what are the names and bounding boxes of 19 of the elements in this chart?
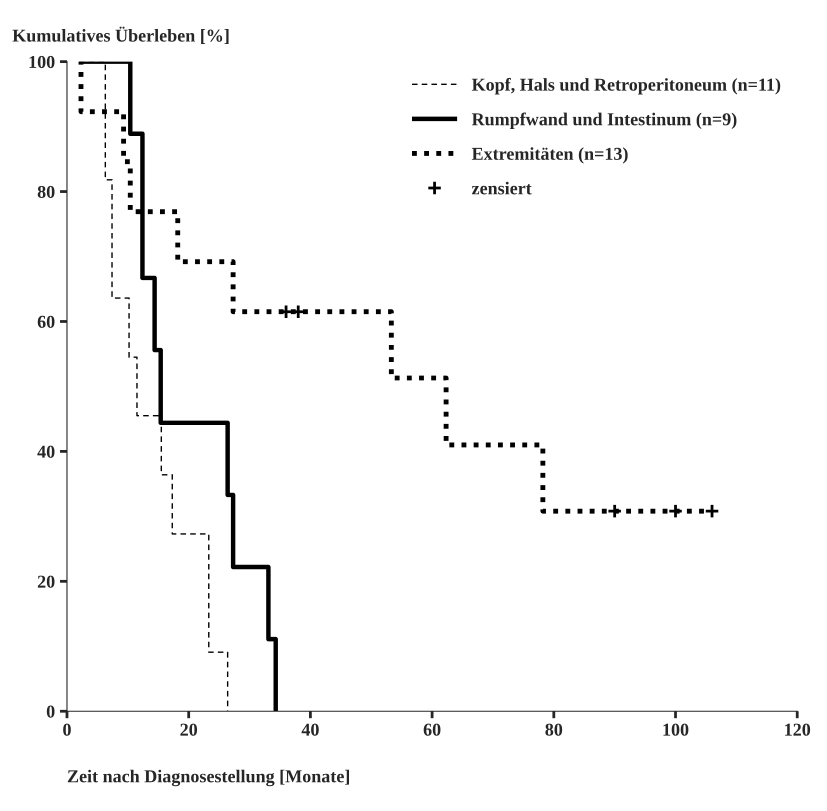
x-tick-label: 40 [302,724,319,736]
x-axis-title: Zeit nach Diagnosestellung [Monate] [68,770,350,786]
x-tick-label: 0 [63,724,71,736]
legend-label: zensiert [472,182,532,194]
legend-label: Rumpfwand und Intestinum (n=9) [472,112,736,130]
x-tick-label: 120 [785,724,810,736]
y-tick-label: 100 [30,56,54,68]
x-tick-label: 100 [663,724,688,736]
y-tick-label: 20 [38,576,54,588]
y-tick-label: 0 [46,706,54,718]
legend-label: Extremitäten (n=13) [472,147,628,164]
x-tick-label: 60 [424,724,440,736]
y-tick-label: 60 [38,316,54,328]
legend-label: Kopf, Hals und Retroperitoneum (n=11) [472,78,780,94]
y-axis-title: Kumulatives Überleben [%] [12,26,229,44]
x-tick-label: 20 [180,724,198,736]
y-tick-label: 80 [38,186,54,198]
x-tick-label: 80 [545,724,562,736]
y-tick-label: 40 [37,446,54,458]
